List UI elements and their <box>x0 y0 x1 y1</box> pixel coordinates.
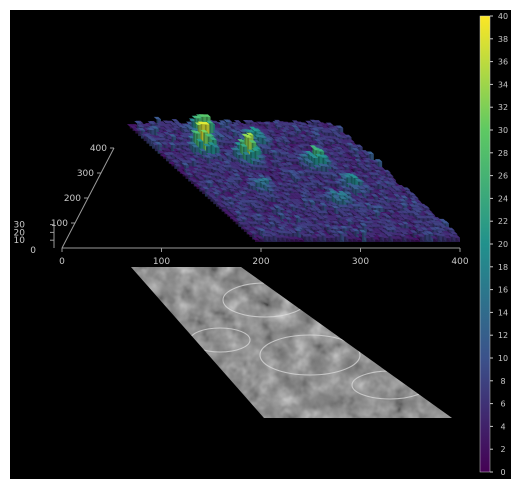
y-tick-label: 400 <box>90 144 107 154</box>
surface-cell <box>314 233 322 242</box>
surface-cell <box>390 236 398 242</box>
colorbar-tick-label: 30 <box>498 126 508 135</box>
colorbar-tick-label: 18 <box>498 263 508 272</box>
x-tick-label: 300 <box>352 257 369 267</box>
surface-cell <box>296 237 305 242</box>
colorbar-tick-label: 34 <box>498 80 508 89</box>
y-tick-labels: 100 200 300 400 <box>51 144 114 229</box>
x-tick-labels: 0 100 200 300 400 <box>59 248 469 267</box>
colorbar-tick-label: 14 <box>498 308 508 317</box>
projection-texture <box>131 267 452 418</box>
colorbar-tick-label: 16 <box>498 286 508 295</box>
surface-cell <box>319 233 327 242</box>
surface-cell <box>256 236 264 242</box>
surface-cell <box>283 235 291 242</box>
y-tick-label: 200 <box>64 194 81 204</box>
colorbar-tick-label: 8 <box>500 377 505 386</box>
x-tick-label: 100 <box>153 257 170 267</box>
surface-cell <box>301 234 309 242</box>
colorbar-tick-label: 40 <box>498 12 508 21</box>
surface-cell <box>327 235 336 242</box>
y-tick-label: 300 <box>77 169 94 179</box>
x-tick-label: 200 <box>252 257 269 267</box>
z-origin-label: 0 <box>30 246 36 256</box>
surface-cell <box>394 236 403 242</box>
surface-cell <box>332 233 340 242</box>
colorbar-tick-label: 4 <box>500 422 505 431</box>
colorbar-tick-label: 0 <box>500 468 505 477</box>
surface-cell <box>265 234 273 242</box>
colorbar-tick-label: 10 <box>498 354 508 363</box>
surface-cell <box>278 234 287 242</box>
colorbar-tick-label: 6 <box>500 400 505 409</box>
colorbar-tick-label: 22 <box>498 217 508 226</box>
surface-cell <box>417 234 425 242</box>
surface-columns <box>127 114 460 242</box>
x-tick-label: 400 <box>451 257 468 267</box>
surface-cell <box>421 232 429 242</box>
surface-cell <box>452 235 460 242</box>
colorbar-tick-label: 32 <box>498 103 508 112</box>
surface-cell <box>430 236 438 242</box>
surface-cell <box>359 229 367 242</box>
colorbar-tick-label: 36 <box>498 58 508 67</box>
projection-ring <box>259 334 361 376</box>
colorbar-tick-label: 12 <box>498 331 508 340</box>
surface-cell <box>443 235 452 242</box>
surface-cell <box>310 235 318 242</box>
surface-cell <box>287 236 296 242</box>
surface-cell <box>345 236 354 242</box>
colorbar-tick-label: 20 <box>498 240 508 249</box>
x-tick-label: 0 <box>59 257 65 267</box>
colorbar-gradient <box>479 15 491 473</box>
surface-cell <box>377 234 385 242</box>
z-tick-label: 20 <box>14 228 26 238</box>
z-tick-label: 30 <box>14 221 26 231</box>
surface-cell <box>354 237 362 242</box>
surface-cell <box>323 235 331 242</box>
surface-cell <box>412 237 420 242</box>
colorbar-tick-label: 38 <box>498 35 508 44</box>
surface-cell <box>336 230 345 242</box>
surface-cell <box>341 233 349 242</box>
surface-cell <box>381 235 389 242</box>
surface-cell <box>372 237 380 242</box>
colorbar-tick-label: 2 <box>500 445 505 454</box>
colorbar-tick-label: 28 <box>498 149 508 158</box>
surface-cell <box>252 237 260 242</box>
colorbar-tick-label: 26 <box>498 172 508 181</box>
surface-cell <box>274 235 282 242</box>
colorbar-tick-label: 24 <box>498 194 508 203</box>
z-tick-label: 10 <box>14 236 26 246</box>
y-tick-label: 100 <box>51 219 68 229</box>
surface-cell <box>434 233 443 242</box>
surface-cell <box>363 235 371 242</box>
